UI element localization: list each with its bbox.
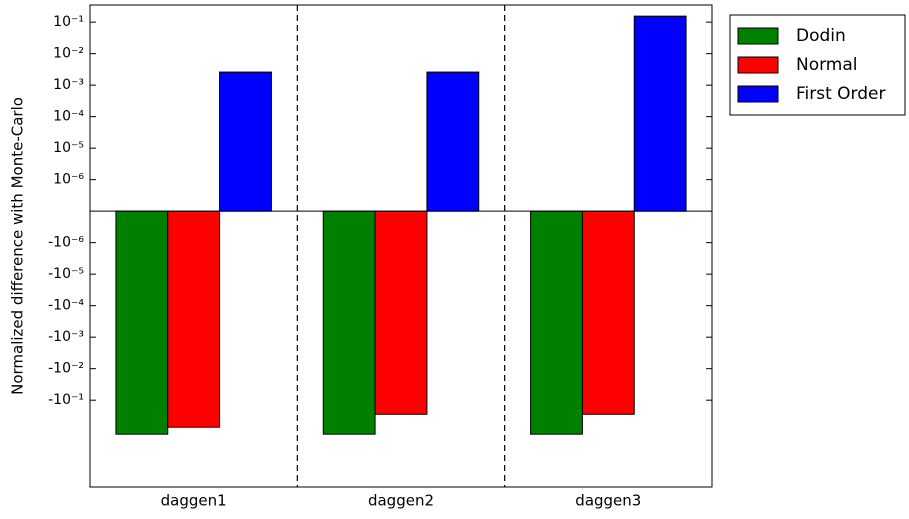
x-tick-label: daggen2 (368, 492, 434, 510)
bar (167, 210, 221, 428)
x-tick-label: daggen1 (161, 492, 227, 510)
legend-swatch (737, 27, 779, 45)
y-tick-label: -10⁻¹ (48, 392, 84, 408)
legend-label: Dodin (796, 26, 846, 46)
y-tick-label: 10⁻⁶ (53, 172, 84, 188)
y-tick-label: -10⁻⁴ (48, 298, 84, 314)
bar (374, 210, 428, 415)
y-tick-label: 10⁻² (53, 46, 84, 62)
y-tick-label: -10⁻⁵ (48, 266, 84, 282)
y-tick-label: -10⁻³ (48, 329, 84, 345)
legend-label: First Order (796, 84, 886, 104)
bar (530, 210, 583, 435)
bar (322, 210, 376, 435)
y-axis-label: Normalized difference with Monte-Carlo (9, 97, 27, 395)
bar (581, 210, 635, 415)
y-tick-label: 10⁻³ (53, 77, 84, 93)
bar (219, 71, 272, 212)
plot-frame (89, 4, 713, 488)
y-tick-label: -10⁻² (48, 361, 84, 377)
bar (633, 15, 687, 212)
y-tick-label: -10⁻⁶ (48, 235, 84, 251)
bar (426, 71, 480, 212)
legend-swatch (737, 85, 779, 103)
bar (115, 210, 169, 435)
x-tick-label: daggen3 (575, 492, 641, 510)
y-tick-label: 10⁻⁵ (53, 140, 84, 156)
legend-swatch (737, 56, 779, 74)
legend-label: Normal (796, 55, 858, 75)
y-tick-label: 10⁻⁴ (53, 109, 84, 125)
y-tick-label: 10⁻¹ (53, 14, 84, 30)
